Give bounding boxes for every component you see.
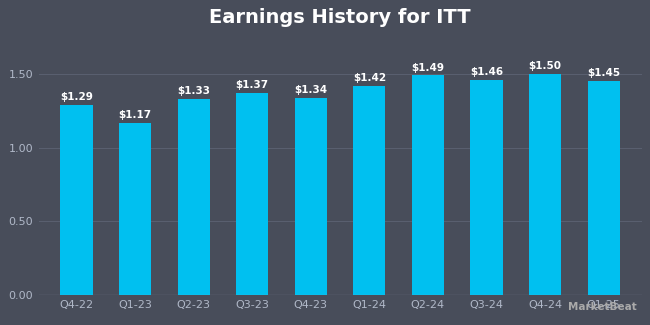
- Text: $1.34: $1.34: [294, 84, 328, 95]
- Text: $1.17: $1.17: [118, 110, 151, 120]
- Bar: [177, 99, 210, 294]
- Bar: [412, 75, 444, 294]
- Text: $1.50: $1.50: [528, 61, 562, 71]
- Bar: [353, 86, 385, 294]
- Text: $1.42: $1.42: [353, 73, 386, 83]
- Text: $1.49: $1.49: [411, 62, 445, 72]
- Bar: [294, 98, 327, 294]
- Text: $1.45: $1.45: [587, 68, 620, 78]
- Title: Earnings History for ITT: Earnings History for ITT: [209, 8, 471, 27]
- Text: $1.37: $1.37: [236, 80, 269, 90]
- Bar: [60, 105, 93, 294]
- Bar: [529, 74, 561, 294]
- Text: $1.46: $1.46: [470, 67, 503, 77]
- Bar: [471, 80, 502, 294]
- Bar: [119, 123, 151, 294]
- Text: $1.33: $1.33: [177, 86, 210, 96]
- Bar: [588, 81, 619, 294]
- Bar: [236, 93, 268, 294]
- Text: MarketBeat: MarketBeat: [568, 302, 637, 312]
- Text: $1.29: $1.29: [60, 92, 93, 102]
